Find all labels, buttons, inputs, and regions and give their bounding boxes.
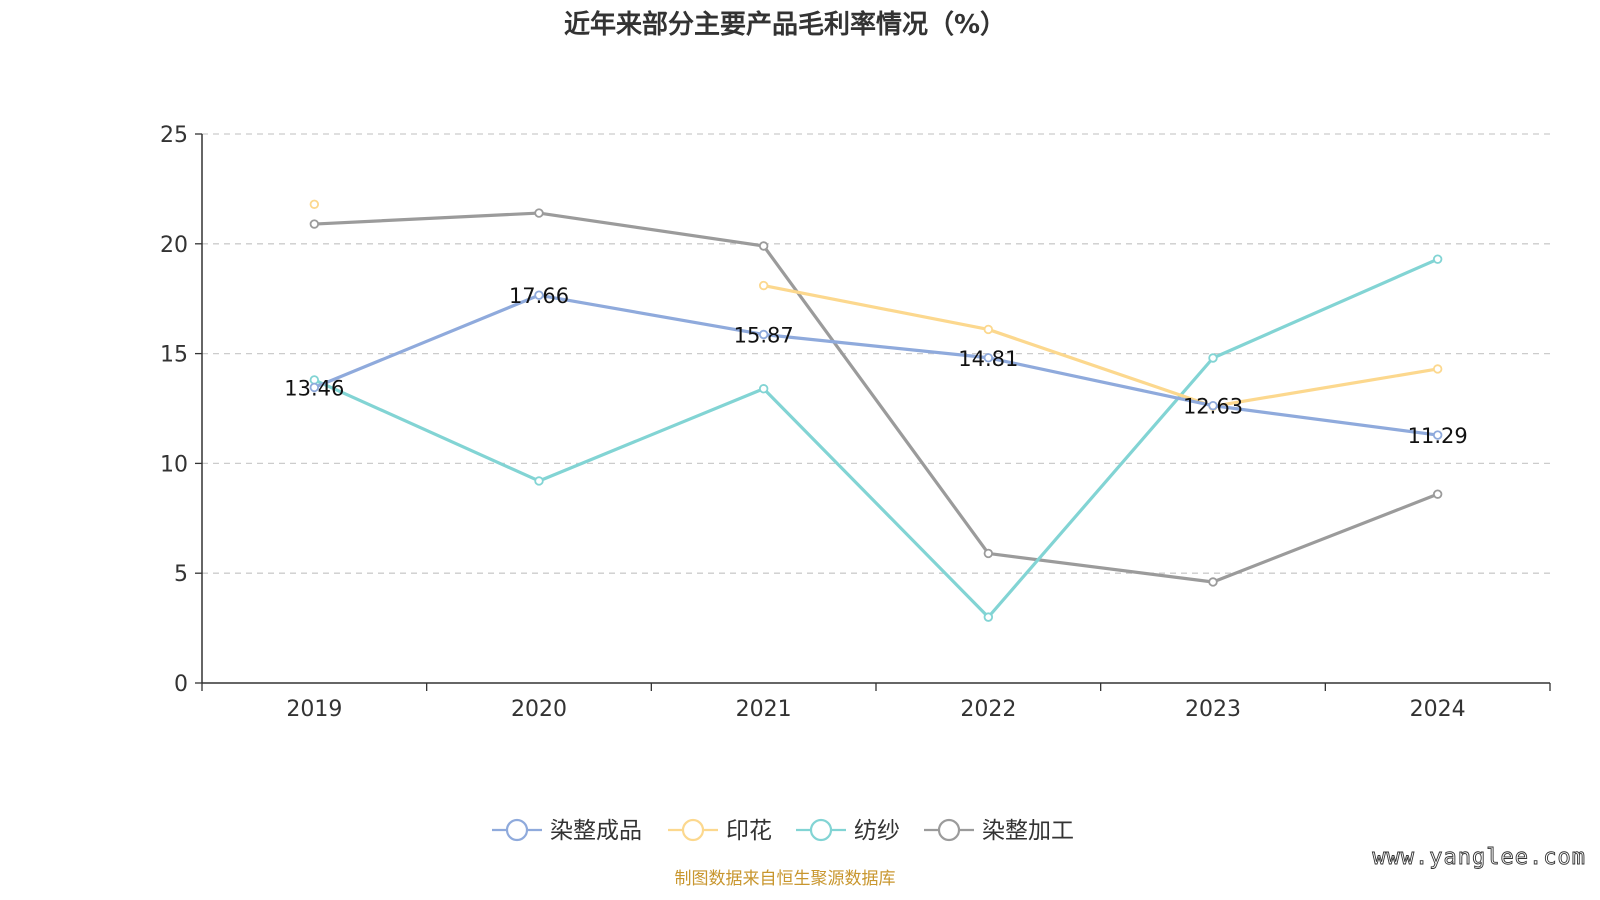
series-1 [309,290,1443,440]
data-point[interactable] [1208,577,1218,587]
series-segment [986,356,1215,619]
data-label: 12.63 [1183,395,1243,419]
data-point[interactable] [309,199,320,209]
legend[interactable]: 染整成品 印花 纺纱 染整加工 [492,818,1074,844]
series-segment [762,332,990,360]
data-point[interactable] [758,280,769,291]
data-point[interactable] [758,329,769,340]
x-tick-label: 2022 [960,697,1016,722]
series-segment [986,327,1215,408]
series-2 [309,199,1443,412]
data-point[interactable] [1432,364,1443,374]
x-tick-label: 2019 [286,697,342,722]
data-label: 15.87 [734,323,794,347]
y-tick-label: 15 [160,343,188,368]
data-point[interactable] [983,548,994,559]
x-tick-label: 2024 [1410,697,1466,722]
y-tick-label: 25 [160,123,188,148]
legend-marker [681,818,705,842]
data-point[interactable] [983,324,994,335]
watermark: www.yanglee.com [1372,845,1586,870]
data-point[interactable] [1432,489,1443,499]
x-tick-label: 2020 [511,697,567,722]
data-point[interactable] [1208,400,1218,411]
series-segment [762,244,990,556]
data-point[interactable] [1432,430,1443,440]
series-3 [309,254,1443,622]
data-point[interactable] [758,241,769,251]
data-point[interactable] [309,382,320,393]
data-point[interactable] [1208,353,1218,363]
series-segment [762,387,990,619]
data-label: 17.66 [509,284,569,308]
data-label: 11.29 [1408,424,1468,448]
series-segment [312,378,541,483]
data-label: 14.81 [958,347,1018,371]
legend-label: 纺纱 [854,818,900,844]
legend-label: 染整加工 [982,818,1074,844]
legend-item[interactable]: 染整加工 [924,818,1074,844]
series-segment [762,283,990,332]
chart-title: 近年来部分主要产品毛利率情况（%） [564,9,1006,40]
x-tick-label: 2021 [736,697,792,722]
data-point[interactable] [758,384,769,394]
legend-marker [937,818,961,842]
data-point[interactable] [983,612,994,622]
data-point[interactable] [1432,254,1443,264]
legend-item[interactable]: 印花 [668,818,772,844]
series-segment [986,356,1215,408]
series-segment [986,551,1215,584]
series-segment [537,387,766,483]
series-segment [1211,492,1440,584]
data-point[interactable] [534,290,544,300]
data-point[interactable] [983,353,994,363]
data-labels: 13.46 17.66 15.87 14.81 12.63 11.29 [284,284,1467,448]
source-note: 制图数据来自恒生聚源数据库 [675,869,896,889]
y-tick-label: 20 [160,233,188,258]
series-segment [312,293,541,390]
series-segment [312,211,541,226]
grid [202,133,1550,574]
series-segment [1211,367,1440,408]
series-lines [309,199,1443,622]
legend-marker [505,818,529,842]
legend-marker [809,818,833,842]
y-tick-label: 5 [174,562,188,587]
data-point[interactable] [309,219,320,229]
data-point[interactable] [534,476,544,486]
series-segment [1211,257,1440,360]
y-tick-label: 10 [160,452,188,477]
series-segment [537,293,766,337]
data-point[interactable] [534,208,544,218]
legend-item[interactable]: 纺纱 [796,818,900,844]
legend-label: 染整成品 [550,818,642,844]
axes: 0 5 10 15 20 25 2019 2020 2021 2022 2023 2024 [160,123,1551,722]
series-4 [309,208,1443,587]
legend-item[interactable]: 染整成品 [492,818,642,844]
x-tick-label: 2023 [1185,697,1241,722]
series-segment [537,211,766,248]
legend-label: 印花 [726,818,772,844]
series-segment [1211,404,1440,437]
y-tick-label: 0 [174,672,188,697]
data-label: 13.46 [284,376,344,400]
